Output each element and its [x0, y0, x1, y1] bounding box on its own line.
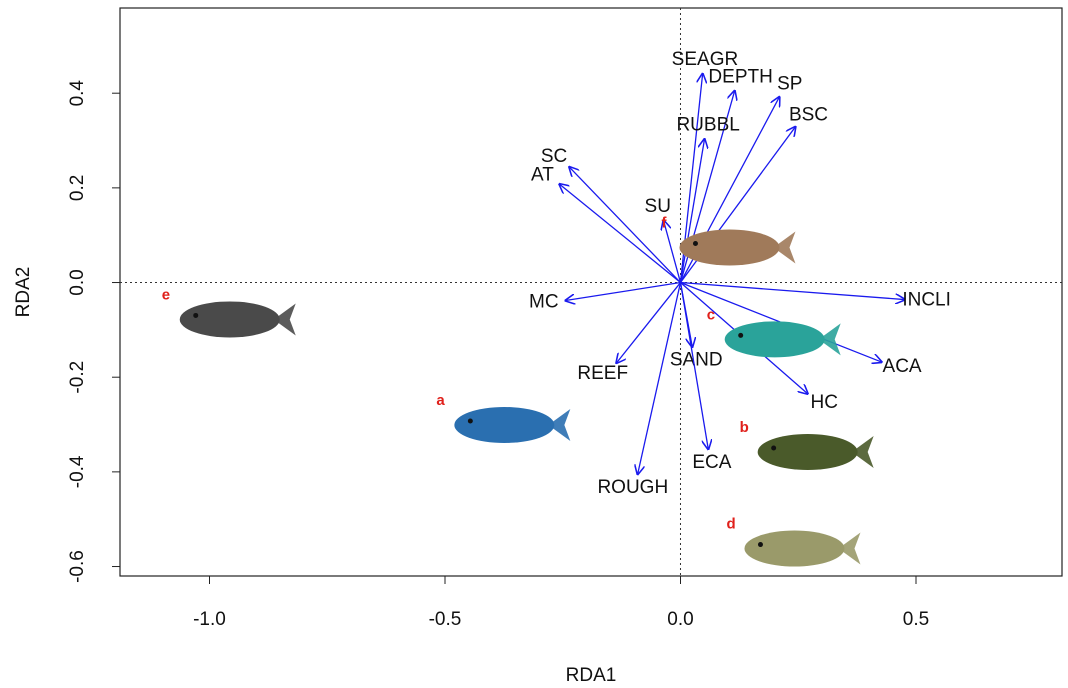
fish	[725, 321, 825, 357]
fish	[180, 301, 280, 337]
vector-label: BSC	[789, 105, 828, 126]
x-tick-label: 0.5	[903, 609, 929, 630]
vector-label: INCLI	[902, 290, 951, 311]
y-tick-label: -0.4	[67, 455, 88, 488]
vector-arrow	[638, 283, 681, 475]
y-tick-label: -0.2	[67, 361, 88, 394]
vector-label: DEPTH	[708, 66, 772, 87]
species-label: c	[707, 306, 715, 323]
fish-eye	[468, 419, 473, 424]
vector-label: SAND	[670, 350, 723, 371]
vector-label: ACA	[883, 356, 922, 377]
y-tick-label: 0.4	[67, 80, 88, 107]
fish	[454, 407, 554, 443]
fish-eye	[771, 445, 776, 450]
fish-eye	[758, 542, 763, 547]
species-label: e	[162, 286, 170, 303]
fish	[758, 434, 858, 470]
fish-eye	[193, 313, 198, 318]
chart: RDA1 RDA2 -1.0 -0.5 0.0 0.5 -0.6 -0.4 -0.2 0.0 0…	[0, 0, 1068, 688]
y-tick-label: 0.2	[67, 175, 88, 201]
fish	[744, 531, 844, 567]
x-tick-label: -1.0	[193, 609, 226, 630]
fish	[679, 230, 779, 266]
fish-eye	[738, 333, 743, 338]
vector-arrow	[680, 283, 904, 300]
vector-label: ECA	[692, 452, 731, 473]
vector-label: SU	[645, 196, 671, 217]
y-tick-label: 0.0	[67, 269, 88, 295]
x-axis-label: RDA1	[566, 665, 617, 686]
vector-label: RUBBL	[676, 114, 739, 135]
y-tick-label: -0.6	[67, 550, 88, 583]
vector-label: REEF	[577, 363, 628, 384]
vector-label: ROUGH	[597, 477, 668, 498]
vector-label: MC	[529, 292, 559, 313]
vector-label: AT	[531, 164, 554, 185]
vector-label: SP	[777, 74, 802, 95]
species-label: a	[436, 392, 445, 409]
x-tick-label: 0.0	[667, 609, 693, 630]
species-label: b	[740, 419, 749, 436]
x-tick-label: -0.5	[429, 609, 462, 630]
fish-eye	[693, 241, 698, 246]
y-axis-label: RDA2	[13, 267, 34, 318]
vector-label: HC	[810, 392, 837, 413]
vector-arrow	[566, 283, 681, 301]
species-label: d	[726, 516, 735, 533]
